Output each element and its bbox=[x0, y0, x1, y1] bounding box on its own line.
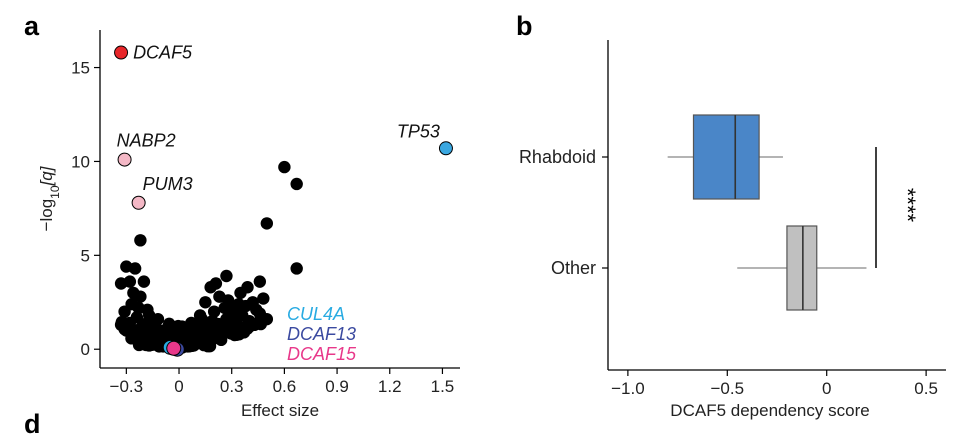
volcano-point bbox=[132, 301, 145, 315]
volcano-point bbox=[114, 277, 128, 290]
volcano-point bbox=[241, 281, 254, 294]
box-other bbox=[786, 225, 818, 311]
volcano-point-pum3 bbox=[131, 195, 146, 210]
volcano-point bbox=[195, 312, 209, 326]
volcano-point bbox=[250, 303, 263, 316]
significance-label: **** bbox=[895, 188, 920, 223]
gene-label-dcaf5: DCAF5 bbox=[133, 43, 193, 63]
volcano-axes: −0.3 0 0.3 0.6 0.9 1.2 1.5 0 5 10 15 bbox=[71, 30, 460, 396]
volcano-point bbox=[214, 333, 228, 347]
volcano-y-axis-label: −log10[q] bbox=[37, 165, 62, 231]
volcano-point bbox=[190, 326, 203, 339]
volcano-point bbox=[134, 234, 147, 247]
volcano-x-tick-label: 0 bbox=[174, 377, 183, 396]
volcano-point bbox=[290, 177, 303, 191]
box-x-tick-label: 0.5 bbox=[914, 379, 938, 398]
panel-label-d: d bbox=[24, 409, 41, 439]
panel-label-a: a bbox=[24, 11, 40, 41]
volcano-y-tick-label: 10 bbox=[71, 152, 90, 171]
volcano-point bbox=[278, 160, 291, 174]
volcano-point bbox=[253, 275, 267, 288]
volcano-point bbox=[260, 312, 274, 326]
volcano-point bbox=[232, 297, 245, 311]
volcano-point bbox=[206, 314, 219, 328]
volcano-point-nabp2 bbox=[117, 152, 132, 167]
volcano-point-dcaf15 bbox=[166, 340, 182, 356]
box-plot: −1.0 −0.5 0 0.5 Rhabdoid Other **** DCAF5 dep… bbox=[519, 40, 946, 420]
gene-label-nabp2: NABP2 bbox=[117, 131, 176, 151]
volcano-point bbox=[260, 217, 274, 230]
volcano-point-tp53 bbox=[438, 141, 453, 156]
volcano-point bbox=[185, 316, 198, 330]
volcano-x-tick-label: 1.2 bbox=[378, 377, 402, 396]
volcano-point bbox=[199, 296, 212, 309]
volcano-x-axis-label: Effect size bbox=[241, 401, 319, 420]
volcano-points bbox=[114, 160, 303, 354]
volcano-point bbox=[257, 292, 270, 305]
volcano-point bbox=[151, 312, 165, 326]
box-x-tick-label: −0.5 bbox=[711, 379, 745, 398]
volcano-point bbox=[216, 322, 230, 335]
box-series: Rhabdoid Other **** bbox=[519, 114, 920, 311]
volcano-point bbox=[128, 262, 142, 275]
gene-label-tp53: TP53 bbox=[397, 121, 440, 141]
volcano-x-tick-label: 0.9 bbox=[325, 377, 349, 396]
volcano-point bbox=[290, 262, 303, 275]
volcano-y-tick-label: 15 bbox=[71, 59, 90, 78]
box-category-label: Other bbox=[551, 258, 596, 278]
volcano-point bbox=[118, 305, 131, 318]
volcano-point bbox=[127, 286, 140, 300]
volcano-x-tick-label: 0.3 bbox=[220, 377, 244, 396]
panel-label-b: b bbox=[516, 11, 533, 41]
gene-label-dcaf15: DCAF15 bbox=[287, 344, 357, 364]
gene-label-dcaf13: DCAF13 bbox=[287, 324, 356, 344]
volcano-point bbox=[220, 269, 233, 283]
volcano-point bbox=[137, 275, 151, 288]
volcano-point bbox=[179, 326, 193, 339]
volcano-y-tick-label: 5 bbox=[81, 246, 90, 265]
gene-label-pum3: PUM3 bbox=[143, 174, 193, 194]
volcano-point bbox=[200, 335, 214, 348]
volcano-x-tick-label: 0.6 bbox=[273, 377, 297, 396]
box-rhabdoid bbox=[692, 114, 760, 200]
volcano-point bbox=[162, 320, 175, 333]
volcano-point bbox=[142, 339, 156, 352]
volcano-x-tick-label: 1.5 bbox=[431, 377, 455, 396]
box-x-tick-label: 0 bbox=[822, 379, 831, 398]
gene-label-cul4a: CUL4A bbox=[287, 304, 345, 324]
volcano-point bbox=[243, 320, 256, 333]
volcano-point bbox=[207, 305, 221, 318]
volcano-point bbox=[120, 324, 133, 337]
box-axes: −1.0 −0.5 0 0.5 bbox=[602, 40, 946, 398]
volcano-point bbox=[209, 277, 223, 290]
volcano-y-tick-label: 0 bbox=[81, 340, 90, 359]
volcano-point bbox=[223, 307, 237, 320]
box-category-label: Rhabdoid bbox=[519, 147, 596, 167]
volcano-point-dcaf5 bbox=[114, 45, 129, 60]
volcano-x-tick-label: −0.3 bbox=[110, 377, 144, 396]
box-x-axis-label: DCAF5 dependency score bbox=[670, 401, 869, 420]
box-x-tick-label: −1.0 bbox=[611, 379, 645, 398]
